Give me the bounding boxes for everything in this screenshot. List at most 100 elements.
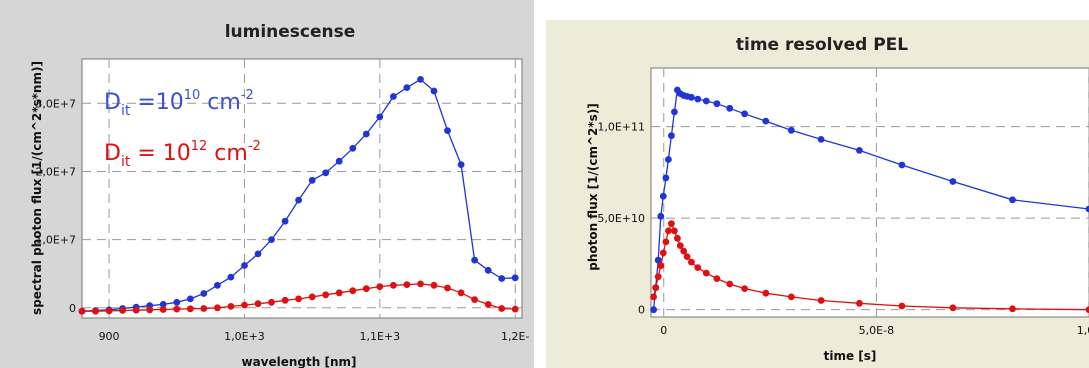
data-point [657,262,665,270]
data-point [349,287,357,295]
y-tick-label: 5,0E+10 [597,212,645,225]
data-point [674,234,681,242]
series-group [78,76,519,315]
data-point [741,110,748,118]
legend: Dit =1010 cm-2 Dit = 1012 cm-2 [104,88,261,170]
data-point [762,289,770,297]
data-point [186,305,194,313]
data-point [1009,305,1016,313]
data-point [676,242,684,250]
x-tick-label: 900 [99,330,120,343]
data-point [652,284,660,292]
x-tick-label: 1,0E [1077,324,1089,337]
data-point [173,298,181,306]
data-point [694,264,702,271]
data-point [268,236,275,244]
legend-entry-red: Dit = 1012 cm-2 [104,139,261,170]
data-point [92,307,99,315]
data-point [200,290,208,297]
data-point [817,136,825,143]
data-point [471,296,478,303]
data-point [268,298,275,306]
data-point [817,297,825,304]
data-point [376,113,384,121]
data-point [659,249,667,257]
chart-luminescense: luminescense 0 1,0E+7 2,0E+7 3,0E+7 900 1,0E… [0,0,534,368]
data-point [654,273,662,281]
data-point [159,301,167,308]
data-point [650,293,657,301]
data-point [173,305,181,313]
data-point [662,174,670,182]
data-point [146,306,154,314]
data-point [417,76,424,83]
series-group [650,86,1089,314]
data-point [362,130,370,138]
data-point [1085,306,1089,314]
data-point [1085,205,1089,213]
data-point [1009,196,1016,204]
data-point [688,258,695,266]
y-tick-label: 3,0E+7 [35,97,76,110]
data-point [335,157,343,165]
data-point [484,301,492,308]
y-tick-labels: 0 1,0E+7 2,0E+7 3,0E+7 [35,97,76,314]
data-point [949,178,957,185]
data-point [741,285,748,292]
data-point [214,281,221,289]
data-point [105,307,113,315]
data-point [662,238,670,246]
data-point [688,93,695,101]
data-point [668,132,675,140]
y-tick-labels: 0 5,0E+10 1,0E+11 [597,121,645,317]
data-point [159,306,167,313]
data-point [376,283,384,290]
data-point [349,144,357,152]
x-tick-label: 5,0E-8 [859,324,894,337]
data-point [680,247,688,255]
data-point [200,305,208,312]
data-point [390,281,397,289]
data-point [254,250,262,258]
legend-entry-blue: Dit =1010 cm-2 [104,88,254,119]
x-tick-label: 1,0E+3 [224,330,265,343]
chart-title: time resolved PEL [736,35,908,55]
data-point [186,295,194,303]
data-point [787,126,795,134]
data-point [898,161,906,169]
data-point [362,285,370,293]
y-tick-label: 1,0E+7 [35,234,76,247]
data-point [430,87,438,95]
y-tick-label: 0 [638,304,645,317]
data-point [702,97,710,105]
y-tick-label: 1,0E+11 [597,121,645,134]
data-point [471,256,478,264]
data-point [322,169,330,177]
data-point [694,95,702,103]
plot-area [650,67,1089,318]
data-point [227,273,235,281]
data-point [856,299,863,307]
x-axis-label: wavelength [nm] [241,355,356,368]
x-axis-label: time [s] [824,349,877,363]
data-point [417,280,424,288]
data-point [78,307,86,315]
data-point [241,301,248,309]
data-point [444,284,451,292]
data-point [787,293,795,301]
data-point [511,305,519,313]
y-tick-label: 0 [69,302,76,315]
data-point [498,275,506,282]
data-point [308,293,316,301]
data-point [281,217,289,225]
chart-time-resolved-pel: time resolved PEL 0 5,0E+10 1,0E+11 0 5,0E-… [546,20,1089,368]
data-point [322,291,330,299]
data-point [281,296,289,304]
x-tick-labels: 0 5,0E-8 1,0E [660,324,1089,337]
data-point [654,256,662,264]
data-point [227,303,235,310]
data-point [683,253,691,260]
data-point [949,304,957,312]
data-point [484,266,492,274]
data-point [762,117,770,125]
